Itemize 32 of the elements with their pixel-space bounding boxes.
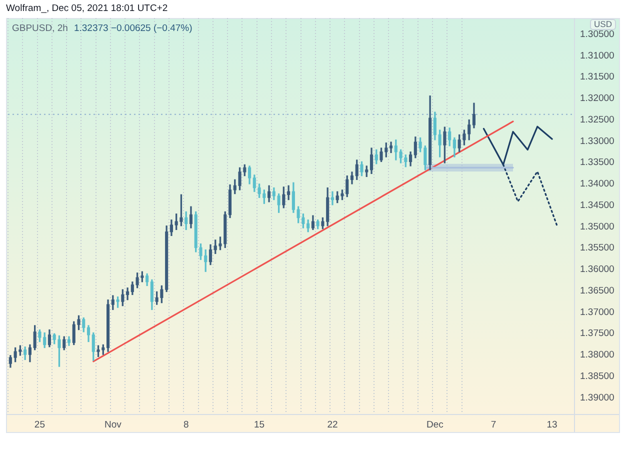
candlestick xyxy=(287,185,290,200)
x-tick-label: 25 xyxy=(34,419,46,430)
y-tick-label: 1.32000 xyxy=(580,93,614,104)
y-tick-label: 1.38500 xyxy=(580,370,614,382)
y-tick-label: 1.35500 xyxy=(580,242,614,254)
x-tick-label: 13 xyxy=(546,419,558,430)
text: Wolfram_, Dec 05, 2021 18:01 UTC+2 xyxy=(6,3,168,15)
y-axis-title: USD xyxy=(590,19,616,30)
y-tick-label: 1.33000 xyxy=(580,136,614,147)
x-tick-label: 8 xyxy=(183,419,189,430)
text: 1.32373 −0.00625 (−0.47%) xyxy=(74,23,192,34)
y-tick-label: 1.35000 xyxy=(580,221,614,232)
y-tick-label: 1.32500 xyxy=(580,114,614,126)
y-tick-label: 1.37500 xyxy=(580,328,614,340)
text: GBPUSD, 2h xyxy=(12,23,68,34)
x-tick-label: 7 xyxy=(490,419,496,430)
y-tick-label: 1.36000 xyxy=(580,264,614,276)
y-tick-label: 1.38000 xyxy=(580,350,614,361)
y-tick-label: 1.34500 xyxy=(580,200,614,211)
y-tick-label: 1.31500 xyxy=(580,72,614,83)
x-tick-label: Dec xyxy=(426,419,444,430)
candlestick xyxy=(389,142,393,154)
y-tick-label: 1.31000 xyxy=(580,50,614,62)
x-tick-label: Nov xyxy=(104,419,122,430)
y-tick-label: 1.33500 xyxy=(580,157,614,168)
y-tick-label: 1.36500 xyxy=(580,285,614,296)
x-tick-label: 15 xyxy=(254,419,265,430)
y-tick-label: 1.37000 xyxy=(580,306,614,318)
y-tick-label: 1.34000 xyxy=(580,178,614,190)
y-tick-label: 1.30500 xyxy=(580,28,614,40)
y-tick-label: 1.39000 xyxy=(580,392,614,404)
x-tick-label: 22 xyxy=(327,419,338,430)
